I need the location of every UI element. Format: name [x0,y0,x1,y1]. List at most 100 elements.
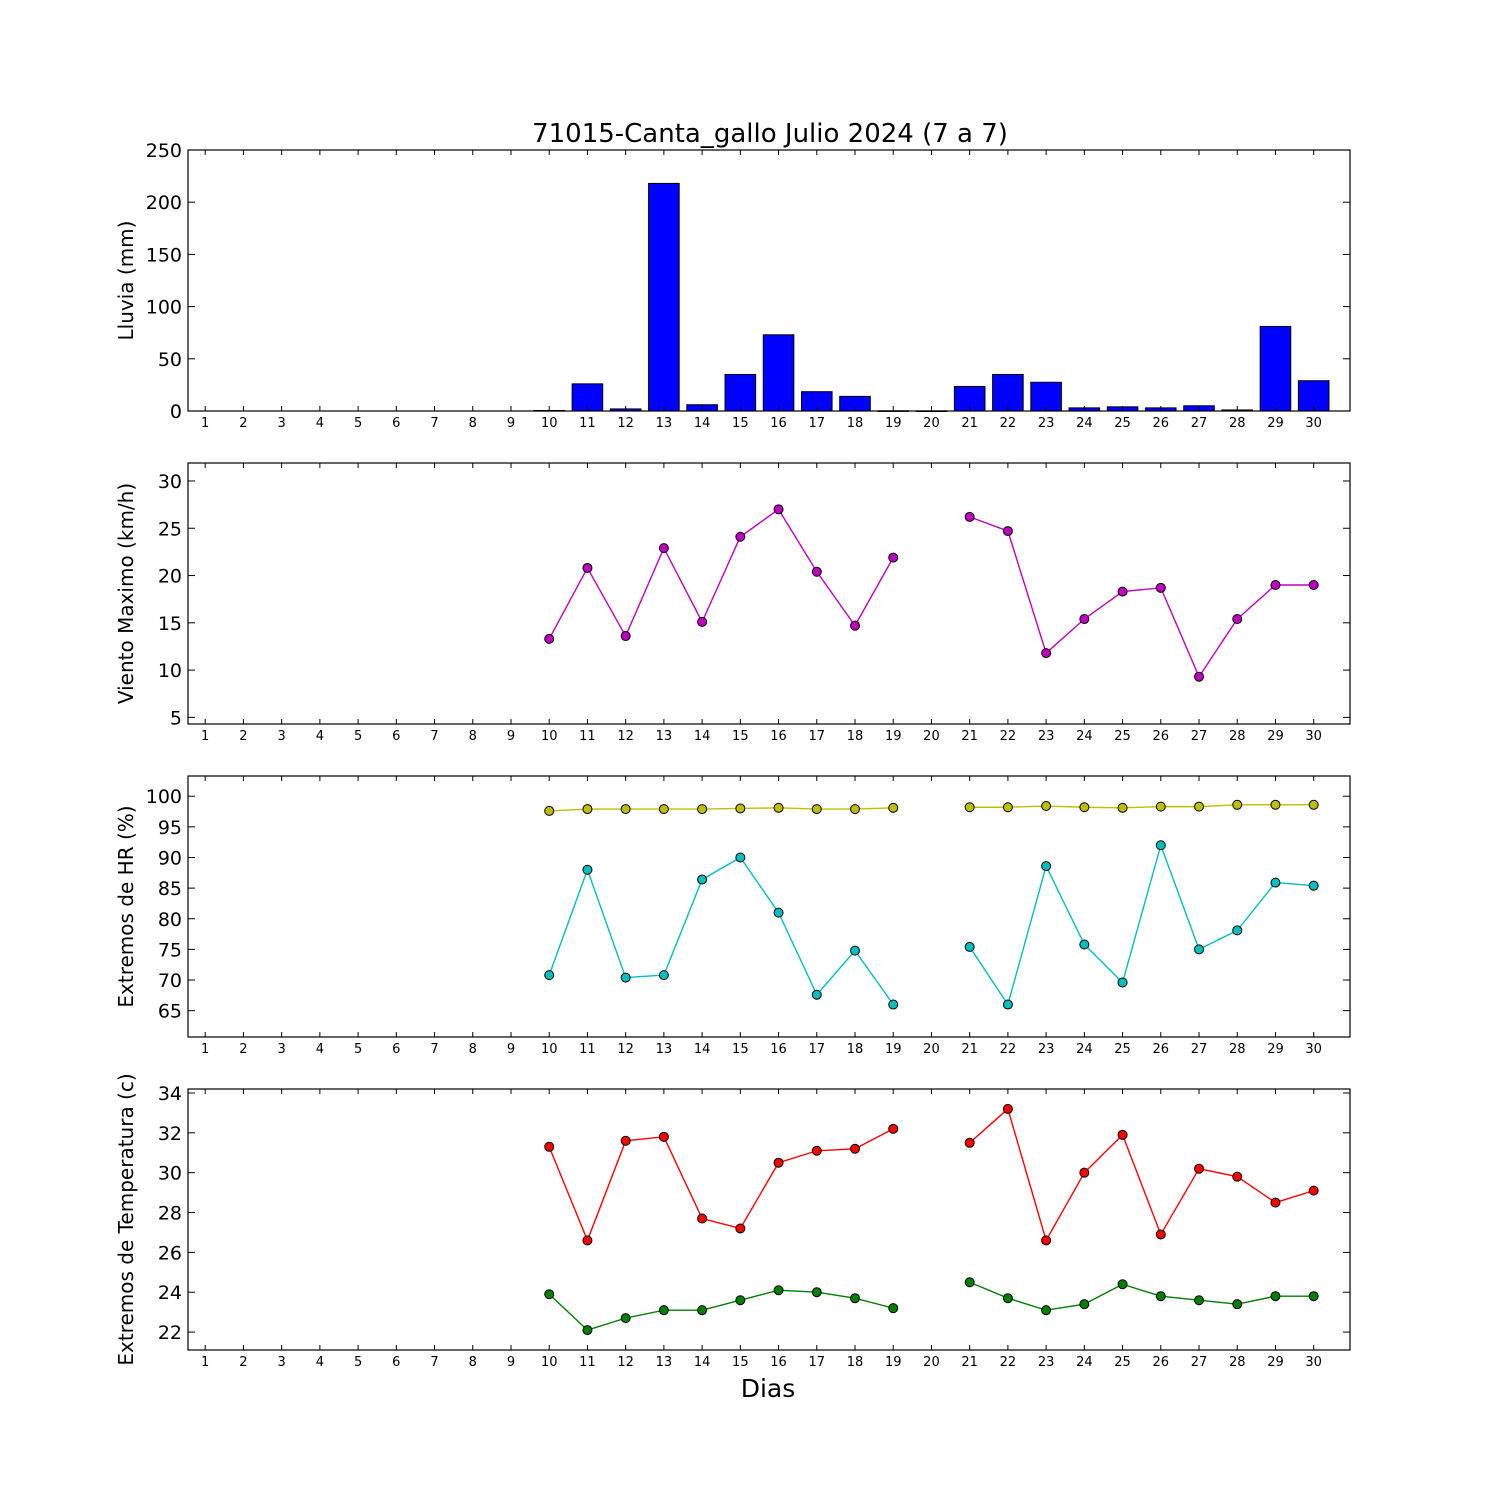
point-day-25 [1117,586,1128,597]
point-day-29 [1270,877,1281,888]
point-day-17 [811,989,822,1000]
x-tick-label: 9 [507,416,515,431]
point-day-25 [1117,1279,1128,1290]
point-day-21 [964,1277,975,1288]
series-line [548,508,894,640]
x-tick-label: 3 [278,729,286,744]
y-tick-label: 90 [158,847,182,869]
x-tick-label: 10 [541,1042,558,1057]
x-tick-label: 1 [201,1355,209,1370]
x-tick-label: 1 [201,729,209,744]
point-day-24 [1079,939,1090,950]
point-day-10 [544,970,555,981]
x-tick-label: 18 [847,729,864,744]
point-day-10 [544,633,555,644]
x-tick-label: 25 [1114,729,1131,744]
point-day-14 [697,616,708,627]
x-tick-label: 23 [1038,1042,1055,1057]
point-day-24 [1079,802,1090,813]
x-tick-label: 3 [278,416,286,431]
y-tick-label: 0 [170,401,182,423]
x-tick-label: 29 [1267,416,1284,431]
point-day-22 [1002,999,1013,1010]
x-tick-label: 25 [1114,1355,1131,1370]
point-day-14 [697,874,708,885]
x-tick-label: 27 [1191,1042,1208,1057]
point-day-19 [888,1123,899,1134]
point-day-26 [1155,1229,1166,1240]
bar-day-15 [724,373,757,412]
point-day-24 [1079,1299,1090,1310]
point-day-24 [1079,1167,1090,1178]
point-day-17 [811,1145,822,1156]
point-day-18 [850,945,861,956]
point-day-23 [1041,801,1052,812]
point-day-24 [1079,614,1090,625]
x-tick-label: 4 [316,729,324,744]
x-tick-label: 15 [732,1042,749,1057]
point-day-21 [964,941,975,952]
point-day-11 [582,1325,593,1336]
y-tick-label: 100 [146,297,182,319]
point-day-25 [1117,977,1128,988]
point-day-13 [658,543,669,554]
point-day-23 [1041,861,1052,872]
point-day-14 [697,1305,708,1316]
x-tick-label: 29 [1267,1355,1284,1370]
x-tick-label: 5 [354,729,362,744]
x-tick-label: 9 [507,1355,515,1370]
y-tick-label: 75 [158,939,182,961]
point-day-22 [1002,526,1013,537]
point-day-12 [620,1135,631,1146]
point-day-15 [735,1223,746,1234]
x-tick-label: 24 [1076,416,1093,431]
x-tick-label: 1 [201,1042,209,1057]
x-tick-label: 21 [961,1355,978,1370]
x-tick-label: 4 [316,1355,324,1370]
x-tick-label: 24 [1076,729,1093,744]
point-day-19 [888,999,899,1010]
y-tick-label: 95 [158,817,182,839]
x-tick-label: 3 [278,1042,286,1057]
point-day-10 [544,1141,555,1152]
x-tick-label: 27 [1191,729,1208,744]
point-day-15 [735,531,746,542]
x-tick-label: 19 [885,416,902,431]
point-day-22 [1002,1103,1013,1114]
x-tick-label: 28 [1229,416,1246,431]
x-tick-label: 12 [617,1355,634,1370]
y-axis-label: Extremos de HR (%) [114,805,138,1007]
point-day-12 [620,804,631,815]
point-day-29 [1270,1291,1281,1302]
point-day-14 [697,1213,708,1224]
series-line [969,1107,1314,1243]
point-day-17 [811,566,822,577]
x-tick-label: 8 [469,416,477,431]
x-tick-label: 23 [1038,729,1055,744]
plot-frame [187,149,1351,412]
x-tick-label: 17 [809,1042,826,1057]
x-tick-label: 18 [847,1355,864,1370]
y-tick-label: 70 [158,970,182,992]
x-tick-label: 13 [656,416,673,431]
x-tick-label: 23 [1038,416,1055,431]
x-tick-label: 15 [732,1355,749,1370]
point-day-28 [1232,925,1243,936]
x-tick-label: 24 [1076,1042,1093,1057]
y-tick-label: 100 [146,786,182,808]
point-day-11 [582,562,593,573]
x-tick-label: 2 [239,416,247,431]
point-day-23 [1041,1305,1052,1316]
point-day-17 [811,1287,822,1298]
x-tick-label: 9 [507,729,515,744]
x-tick-label: 3 [278,1355,286,1370]
x-tick-label: 6 [392,1355,400,1370]
point-day-18 [850,1143,861,1154]
x-tick-label: 19 [885,1355,902,1370]
x-tick-label: 20 [923,1042,940,1057]
x-axis-label: Dias [741,1374,796,1403]
y-tick-label: 85 [158,878,182,900]
point-day-13 [658,1131,669,1142]
x-tick-label: 30 [1305,416,1322,431]
